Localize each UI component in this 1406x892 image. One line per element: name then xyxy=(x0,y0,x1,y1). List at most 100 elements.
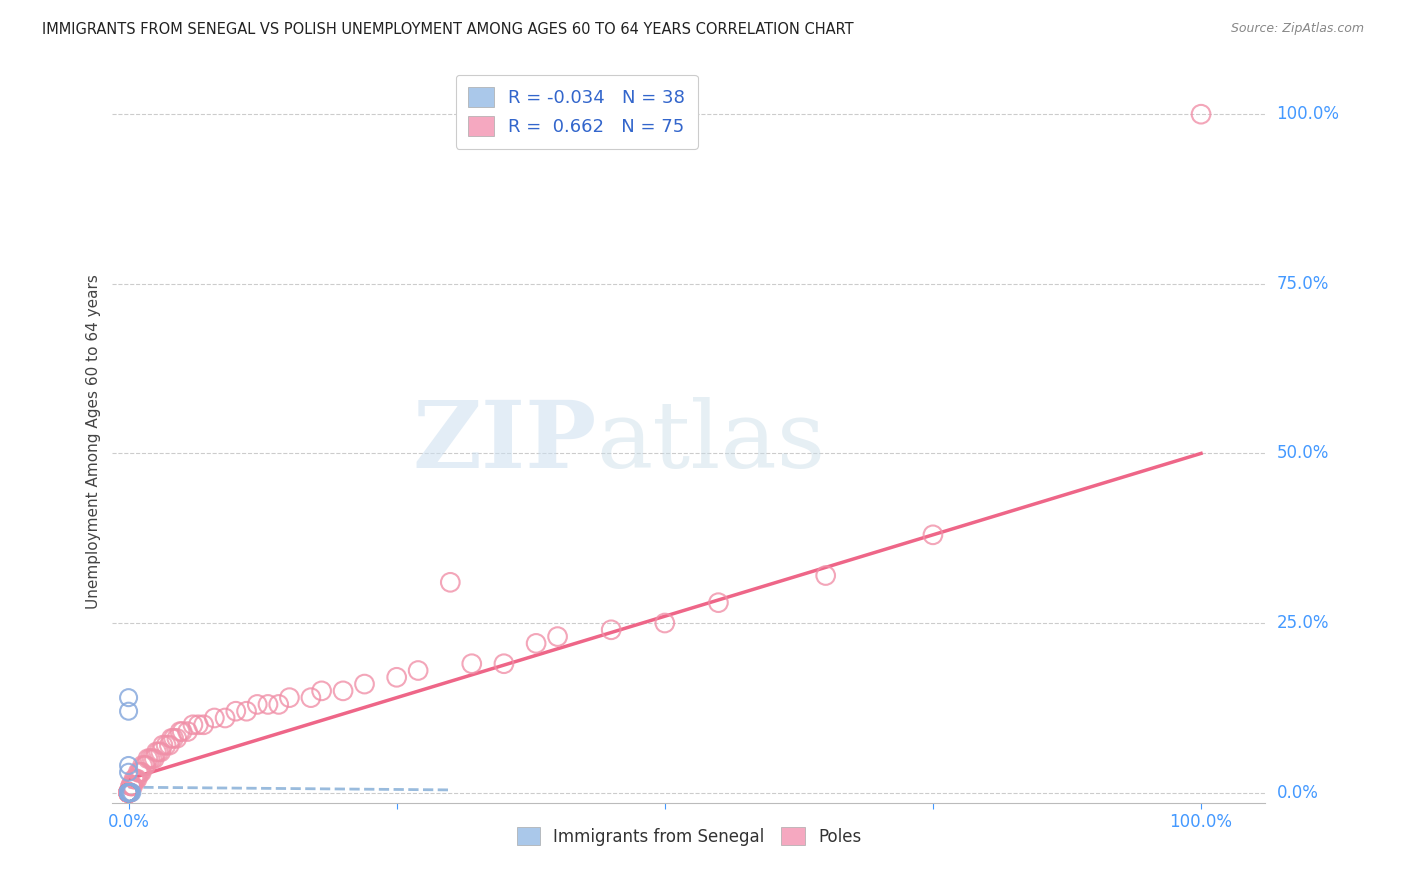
Point xyxy=(707,596,730,610)
Point xyxy=(235,704,257,718)
Point xyxy=(118,786,141,800)
Point xyxy=(136,752,159,766)
Point xyxy=(117,786,139,800)
Point xyxy=(117,704,139,718)
Point xyxy=(117,765,139,780)
Point xyxy=(117,786,139,800)
Point xyxy=(225,704,247,718)
Point xyxy=(145,745,167,759)
Point xyxy=(125,772,148,786)
Point xyxy=(141,752,163,766)
Point xyxy=(124,772,146,786)
Y-axis label: Unemployment Among Ages 60 to 64 years: Unemployment Among Ages 60 to 64 years xyxy=(86,274,101,609)
Point xyxy=(117,786,139,800)
Point xyxy=(117,786,139,800)
Point xyxy=(143,752,166,766)
Point xyxy=(129,765,152,780)
Point xyxy=(127,765,149,780)
Point xyxy=(181,718,204,732)
Point xyxy=(117,786,139,800)
Point xyxy=(117,786,139,800)
Point xyxy=(353,677,375,691)
Text: 0.0%: 0.0% xyxy=(1277,784,1319,802)
Point xyxy=(117,786,139,800)
Point xyxy=(117,786,139,800)
Point xyxy=(117,786,139,800)
Point xyxy=(152,738,174,752)
Point xyxy=(117,786,139,800)
Point xyxy=(121,779,143,793)
Point xyxy=(117,786,139,800)
Point xyxy=(120,779,142,793)
Point xyxy=(117,786,139,800)
Point xyxy=(117,786,139,800)
Point xyxy=(148,745,170,759)
Point xyxy=(120,779,142,793)
Point xyxy=(117,786,139,800)
Point xyxy=(139,752,162,766)
Point xyxy=(117,786,139,800)
Legend: Immigrants from Senegal, Poles: Immigrants from Senegal, Poles xyxy=(510,821,868,852)
Point xyxy=(117,786,139,800)
Point xyxy=(332,684,354,698)
Point xyxy=(117,786,139,800)
Point xyxy=(120,786,142,800)
Point xyxy=(118,786,141,800)
Point xyxy=(267,698,290,712)
Point xyxy=(149,745,172,759)
Point xyxy=(492,657,515,671)
Point xyxy=(117,786,139,800)
Text: 75.0%: 75.0% xyxy=(1277,275,1329,293)
Point xyxy=(117,786,139,800)
Point xyxy=(117,786,139,800)
Point xyxy=(157,738,180,752)
Point xyxy=(117,786,139,800)
Point xyxy=(117,786,139,800)
Point xyxy=(121,779,143,793)
Point xyxy=(117,786,139,800)
Point xyxy=(117,786,139,800)
Point xyxy=(117,786,139,800)
Point xyxy=(117,690,139,705)
Text: atlas: atlas xyxy=(596,397,825,486)
Text: Source: ZipAtlas.com: Source: ZipAtlas.com xyxy=(1230,22,1364,36)
Point xyxy=(922,528,945,542)
Point xyxy=(117,758,139,772)
Point xyxy=(311,684,333,698)
Point xyxy=(654,615,676,630)
Point xyxy=(257,698,280,712)
Point xyxy=(1189,107,1212,121)
Point xyxy=(278,690,301,705)
Point xyxy=(117,786,139,800)
Point xyxy=(117,786,139,800)
Point xyxy=(118,786,141,800)
Text: 50.0%: 50.0% xyxy=(1277,444,1329,462)
Point xyxy=(121,779,143,793)
Point xyxy=(117,786,139,800)
Point xyxy=(160,731,183,746)
Point xyxy=(131,765,153,780)
Point xyxy=(117,786,139,800)
Point xyxy=(117,786,139,800)
Point xyxy=(600,623,623,637)
Point xyxy=(439,575,461,590)
Text: ZIP: ZIP xyxy=(412,397,596,486)
Point xyxy=(117,786,139,800)
Point xyxy=(117,786,139,800)
Point xyxy=(169,724,191,739)
Point xyxy=(117,786,139,800)
Point xyxy=(117,786,139,800)
Point xyxy=(172,724,194,739)
Text: 100.0%: 100.0% xyxy=(1277,105,1340,123)
Point xyxy=(117,786,139,800)
Point xyxy=(131,758,153,772)
Point xyxy=(155,738,177,752)
Point xyxy=(162,731,184,746)
Point xyxy=(214,711,236,725)
Point xyxy=(117,786,139,800)
Point xyxy=(166,731,188,746)
Point xyxy=(127,772,149,786)
Point xyxy=(117,786,139,800)
Point xyxy=(246,698,269,712)
Point xyxy=(524,636,547,650)
